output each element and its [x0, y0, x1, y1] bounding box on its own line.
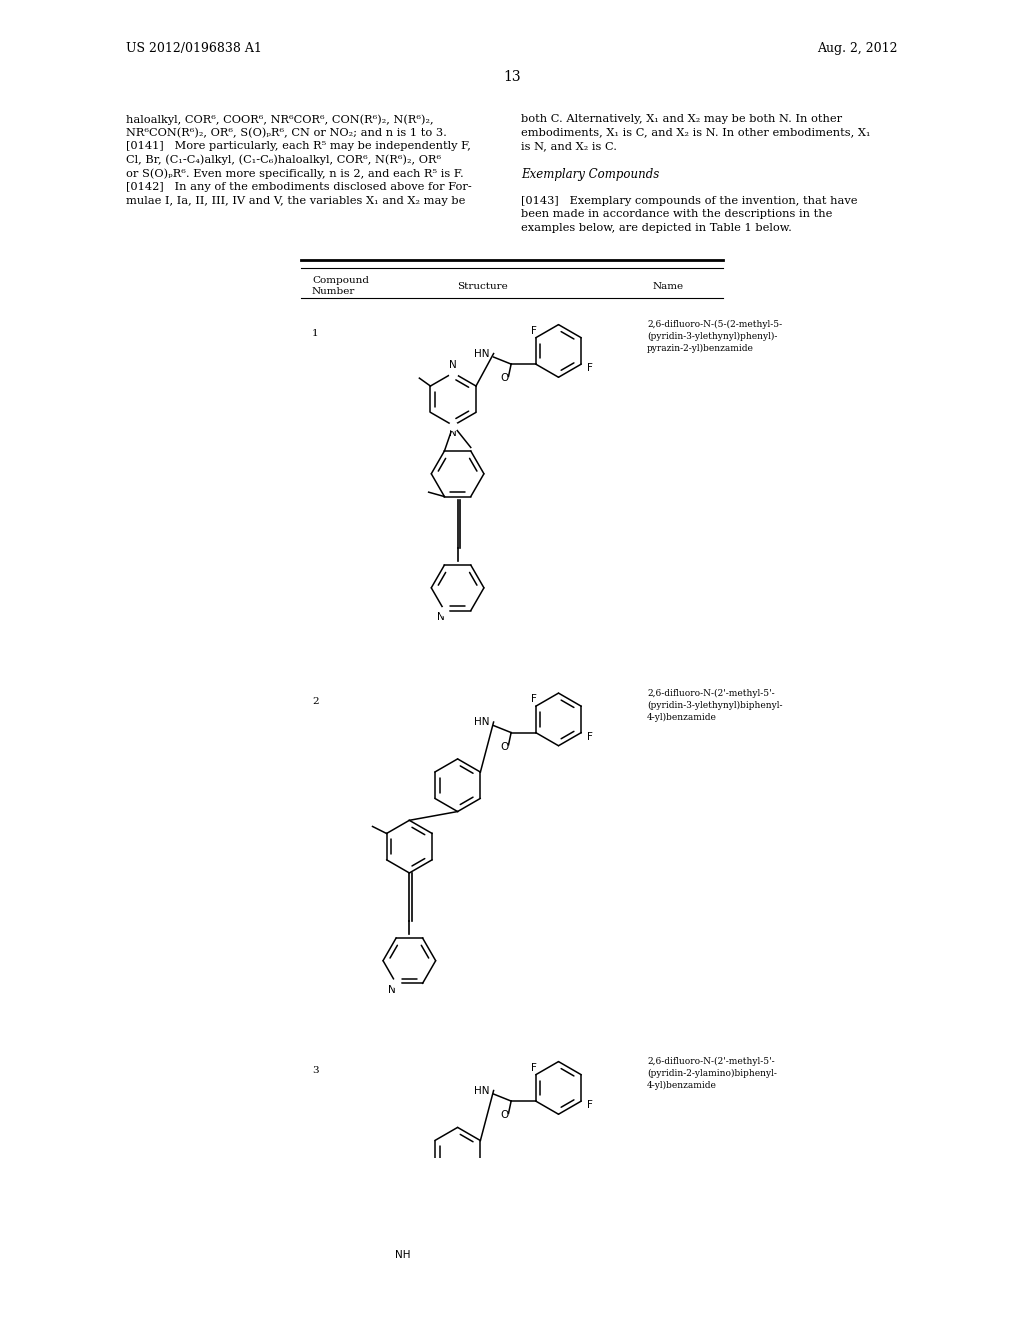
Text: Number: Number — [312, 286, 355, 296]
Text: Name: Name — [652, 281, 683, 290]
Text: N: N — [450, 360, 457, 370]
Text: Exemplary Compounds: Exemplary Compounds — [521, 169, 659, 181]
Text: been made in accordance with the descriptions in the: been made in accordance with the descrip… — [521, 210, 833, 219]
Text: F: F — [587, 363, 593, 374]
Text: Compound: Compound — [312, 276, 369, 285]
Text: haloalkyl, COR⁶, COOR⁶, NR⁶COR⁶, CON(R⁶)₂, N(R⁶)₂,: haloalkyl, COR⁶, COOR⁶, NR⁶COR⁶, CON(R⁶)… — [126, 114, 433, 124]
Text: 2: 2 — [312, 697, 318, 706]
Text: HN: HN — [474, 1085, 489, 1096]
Text: US 2012/0196838 A1: US 2012/0196838 A1 — [126, 42, 262, 55]
Text: F: F — [531, 1063, 537, 1073]
Text: 2,6-difluoro-N-(5-(2-methyl-5-
(pyridin-3-ylethynyl)phenyl)-
pyrazin-2-yl)benzam: 2,6-difluoro-N-(5-(2-methyl-5- (pyridin-… — [647, 321, 782, 354]
Text: NH: NH — [394, 1250, 410, 1259]
Text: 2,6-difluoro-N-(2'-methyl-5'-
(pyridin-3-ylethynyl)biphenyl-
4-yl)benzamide: 2,6-difluoro-N-(2'-methyl-5'- (pyridin-3… — [647, 689, 782, 722]
Text: F: F — [587, 1101, 593, 1110]
Text: O: O — [500, 742, 508, 751]
Text: F: F — [531, 326, 537, 335]
Text: [0143]   Exemplary compounds of the invention, that have: [0143] Exemplary compounds of the invent… — [521, 195, 857, 206]
Text: HN: HN — [474, 717, 489, 727]
Text: examples below, are depicted in Table 1 below.: examples below, are depicted in Table 1 … — [521, 223, 792, 232]
Text: 13: 13 — [503, 70, 521, 84]
Text: [0142]   In any of the embodiments disclosed above for For-: [0142] In any of the embodiments disclos… — [126, 182, 472, 191]
Text: O: O — [500, 374, 508, 383]
Text: O: O — [500, 1110, 508, 1121]
Text: is N, and X₂ is C.: is N, and X₂ is C. — [521, 141, 616, 152]
Text: N: N — [388, 985, 396, 995]
Text: 3: 3 — [312, 1067, 318, 1074]
Text: Cl, Br, (C₁-C₄)alkyl, (C₁-C₆)haloalkyl, COR⁶, N(R⁶)₂, OR⁶: Cl, Br, (C₁-C₄)alkyl, (C₁-C₆)haloalkyl, … — [126, 154, 441, 165]
Text: both C. Alternatively, X₁ and X₂ may be both N. In other: both C. Alternatively, X₁ and X₂ may be … — [521, 114, 842, 124]
Text: N: N — [436, 612, 444, 623]
Text: [0141]   More particularly, each R⁵ may be independently F,: [0141] More particularly, each R⁵ may be… — [126, 141, 471, 152]
Text: HN: HN — [474, 348, 489, 359]
Text: mulae I, Ia, II, III, IV and V, the variables X₁ and X₂ may be: mulae I, Ia, II, III, IV and V, the vari… — [126, 195, 465, 206]
Text: Aug. 2, 2012: Aug. 2, 2012 — [817, 42, 898, 55]
Text: F: F — [531, 694, 537, 705]
Text: or S(O)ₚR⁶. Even more specifically, n is 2, and each R⁵ is F.: or S(O)ₚR⁶. Even more specifically, n is… — [126, 169, 464, 180]
Text: N: N — [450, 429, 457, 438]
Text: F: F — [587, 733, 593, 742]
Text: 2,6-difluoro-N-(2'-methyl-5'-
(pyridin-2-ylamino)biphenyl-
4-yl)benzamide: 2,6-difluoro-N-(2'-methyl-5'- (pyridin-2… — [647, 1057, 777, 1090]
Text: 1: 1 — [312, 329, 318, 338]
Text: embodiments, X₁ is C, and X₂ is N. In other embodiments, X₁: embodiments, X₁ is C, and X₂ is N. In ot… — [521, 128, 870, 137]
Text: NR⁶CON(R⁶)₂, OR⁶, S(O)ₚR⁶, CN or NO₂; and n is 1 to 3.: NR⁶CON(R⁶)₂, OR⁶, S(O)ₚR⁶, CN or NO₂; an… — [126, 128, 446, 139]
Text: Structure: Structure — [457, 281, 508, 290]
